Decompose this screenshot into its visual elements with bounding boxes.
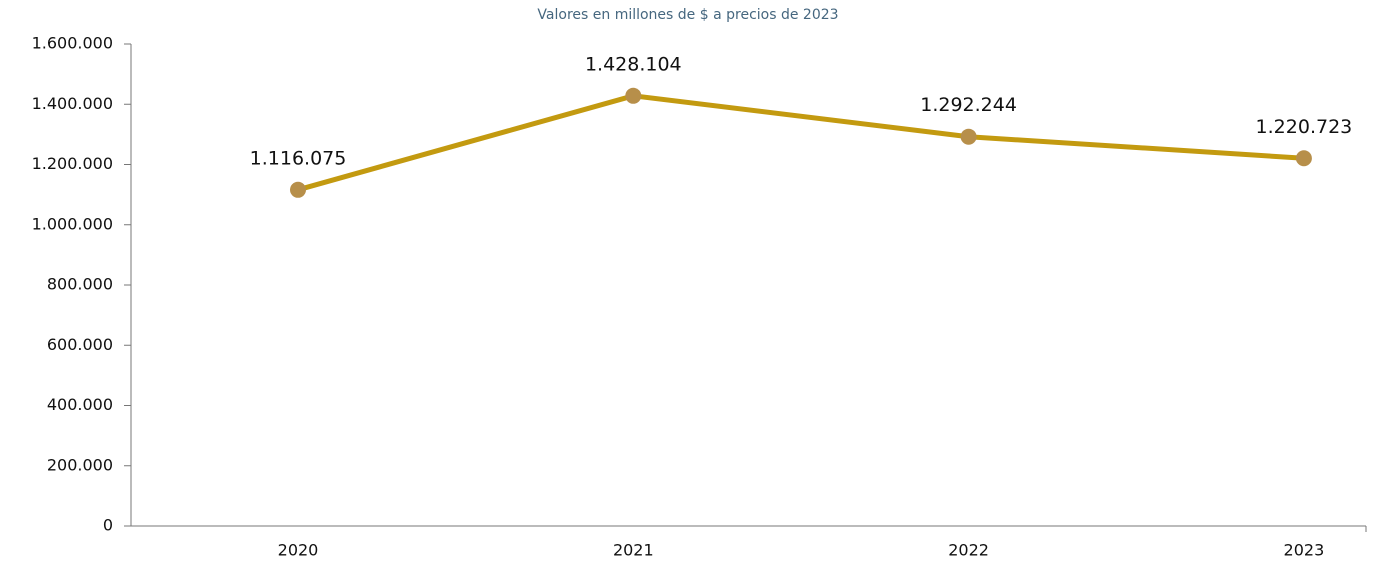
marker	[290, 181, 306, 198]
y-tick-label: 600.000	[47, 335, 113, 354]
data-label: 1.116.075	[250, 147, 347, 169]
line	[297, 93, 1305, 193]
y-tick-label: 1.000.000	[32, 214, 113, 233]
marker	[625, 87, 642, 104]
y-tick-label: 800.000	[47, 275, 113, 294]
y-tick-label: 1.400.000	[32, 94, 113, 113]
y-tick-label: 1.600.000	[32, 34, 113, 53]
x-tick-label: 2020	[278, 541, 319, 560]
data-label: 1.220.723	[1256, 116, 1353, 138]
y-tick-label: 200.000	[47, 455, 113, 474]
x-tick-label: 2022	[948, 541, 989, 560]
y-tick-label: 400.000	[47, 395, 113, 414]
x-tick-label: 2021	[613, 541, 654, 560]
data-label: 1.292.244	[920, 94, 1017, 116]
chart-title: Valores en millones de $ a precios de 20…	[537, 7, 838, 23]
x-tick-label: 2023	[1284, 541, 1325, 560]
marker	[1295, 150, 1312, 167]
data-label: 1.428.104	[585, 53, 682, 75]
marker	[960, 128, 977, 145]
y-tick-label: 0	[103, 516, 113, 535]
y-tick-label: 1.200.000	[32, 154, 113, 173]
